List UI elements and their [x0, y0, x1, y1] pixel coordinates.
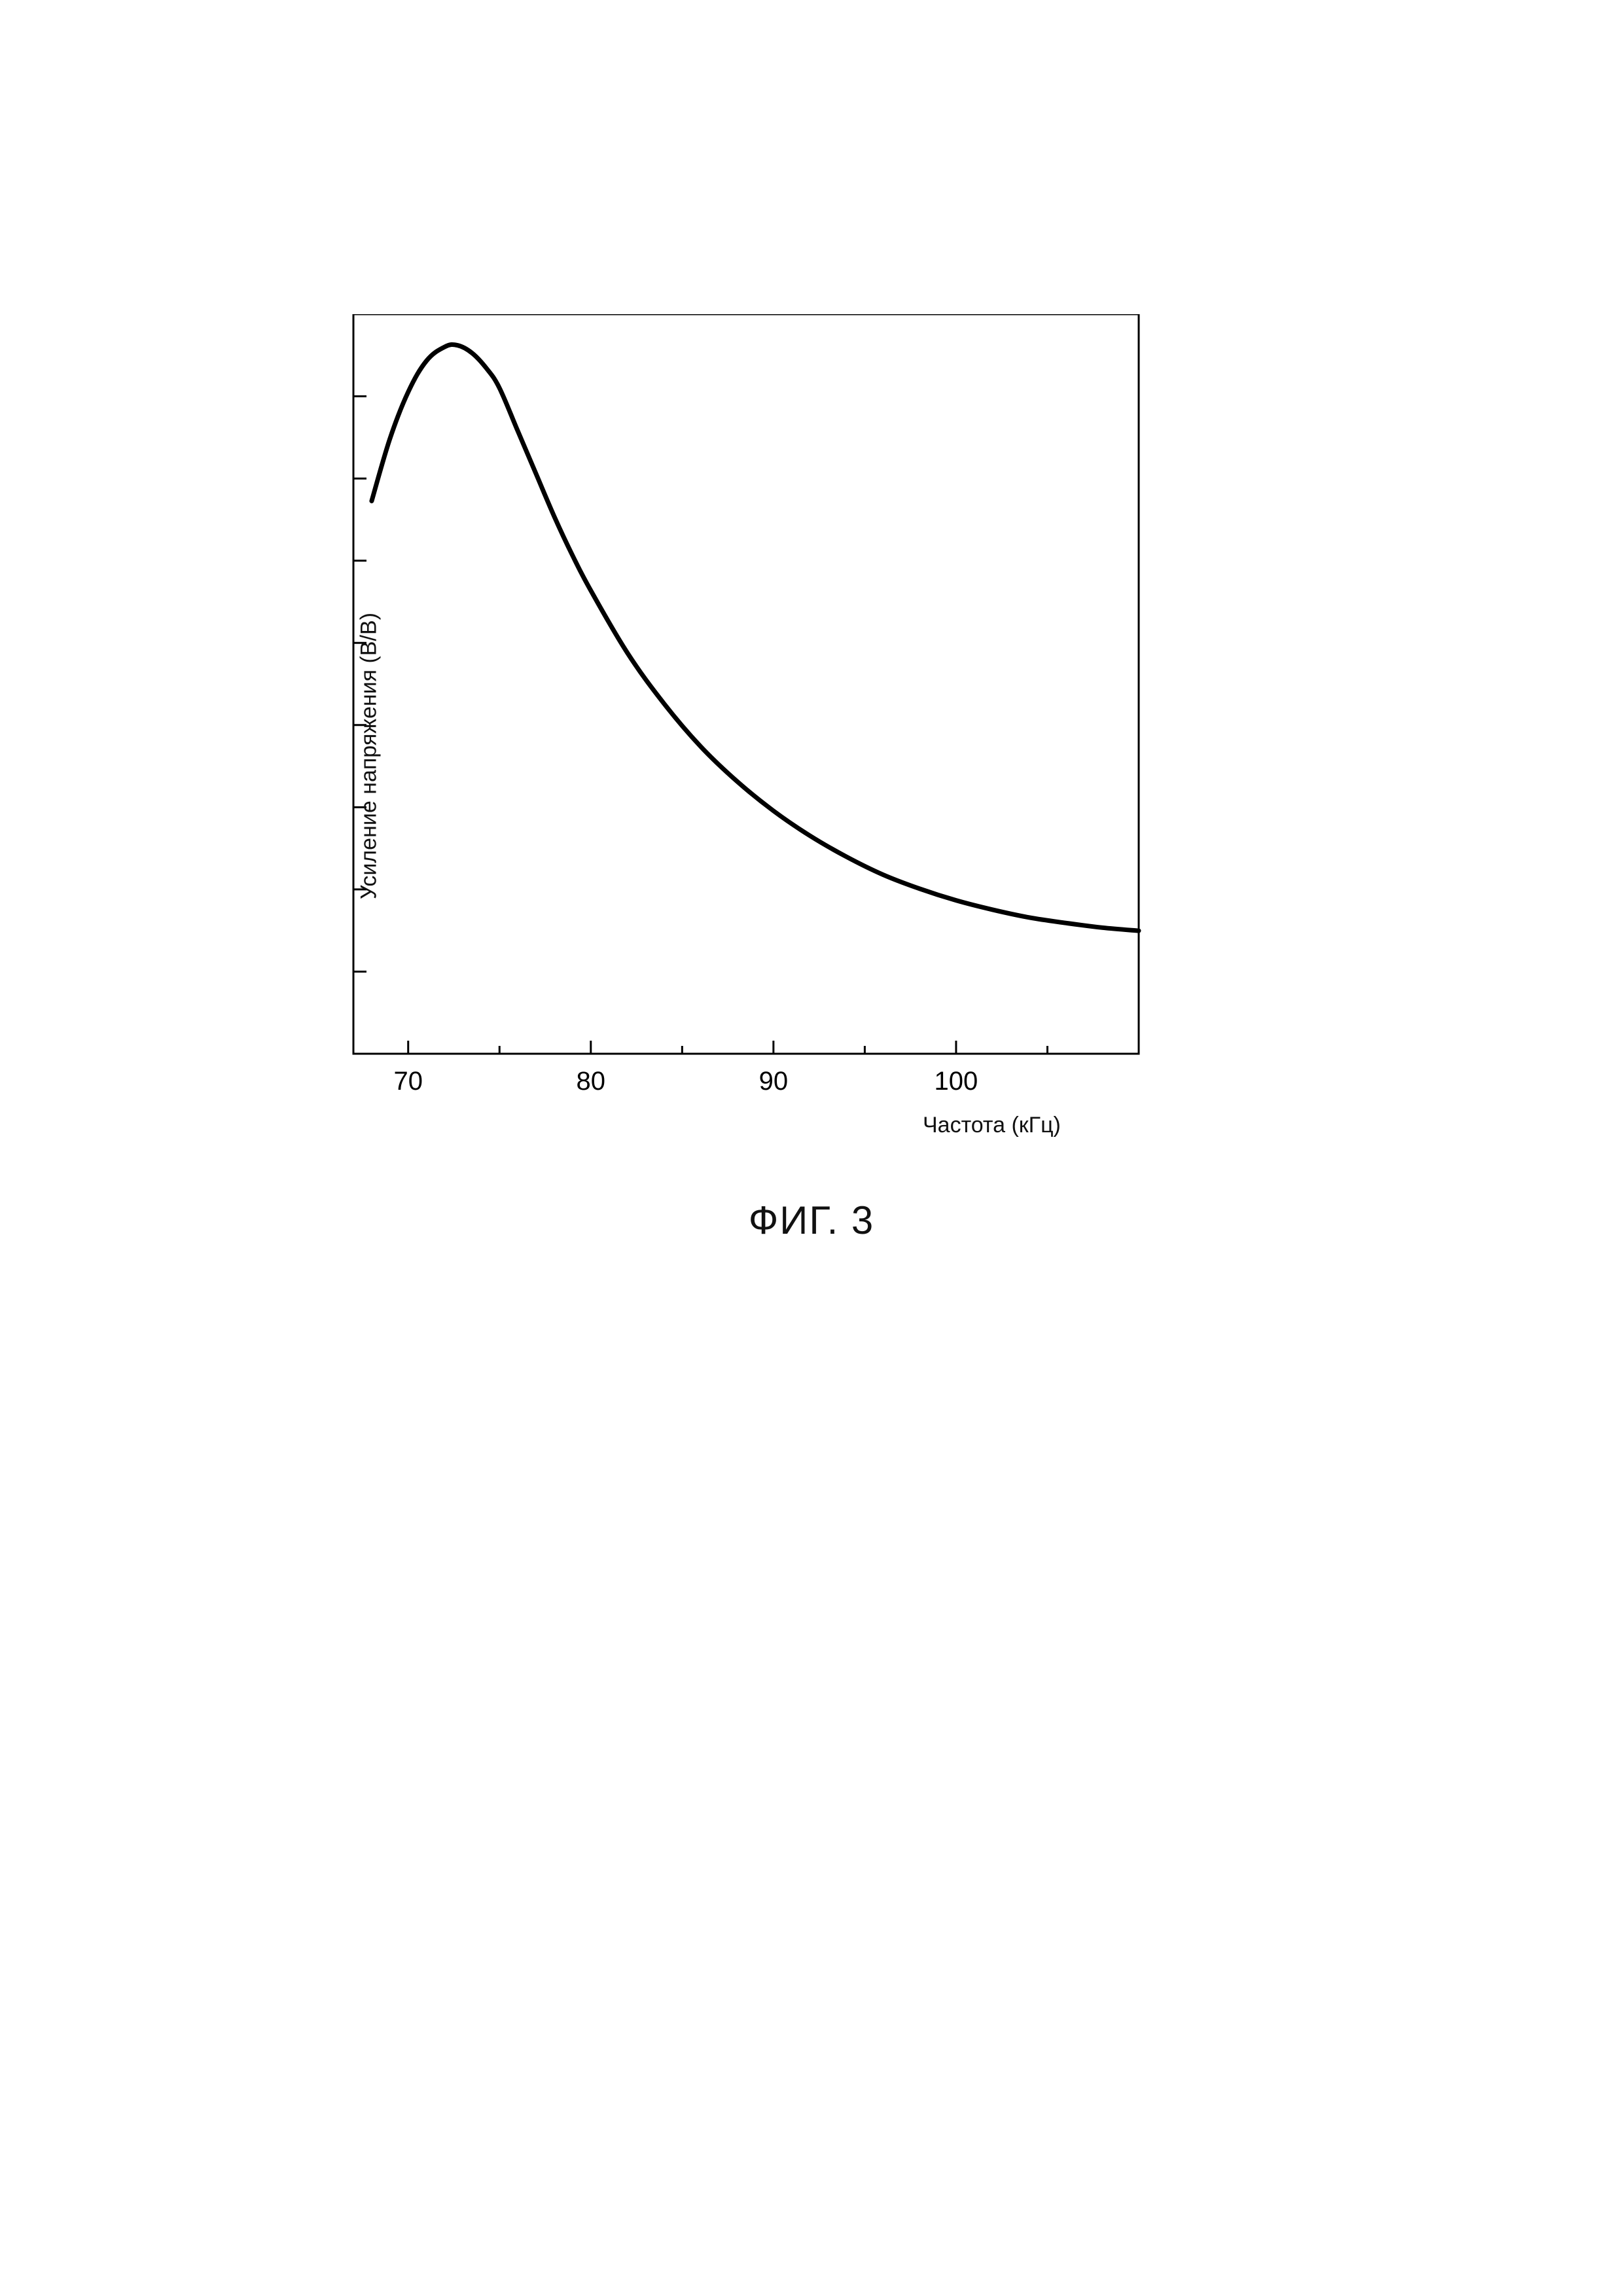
x-axis-label: Частота (кГц)	[923, 1113, 1061, 1138]
svg-text:70: 70	[393, 1067, 423, 1096]
svg-text:90: 90	[759, 1067, 789, 1096]
svg-text:100: 100	[935, 1067, 978, 1096]
y-axis-label: Усиление напряжения (В/В)	[356, 613, 381, 899]
svg-text:80: 80	[577, 1067, 606, 1096]
y-axis-label-container: Усиление напряжения (В/В)	[356, 613, 382, 899]
page: 70 80 90 100 Усиление напряжения (В/В) Част…	[0, 0, 1623, 2296]
chart-container: 70 80 90 100 Усиление напряжения (В/В) Част…	[275, 314, 1204, 1198]
figure-caption: ФИГ. 3	[0, 1198, 1623, 1243]
resonance-line-chart: 70 80 90 100	[275, 314, 1204, 1198]
